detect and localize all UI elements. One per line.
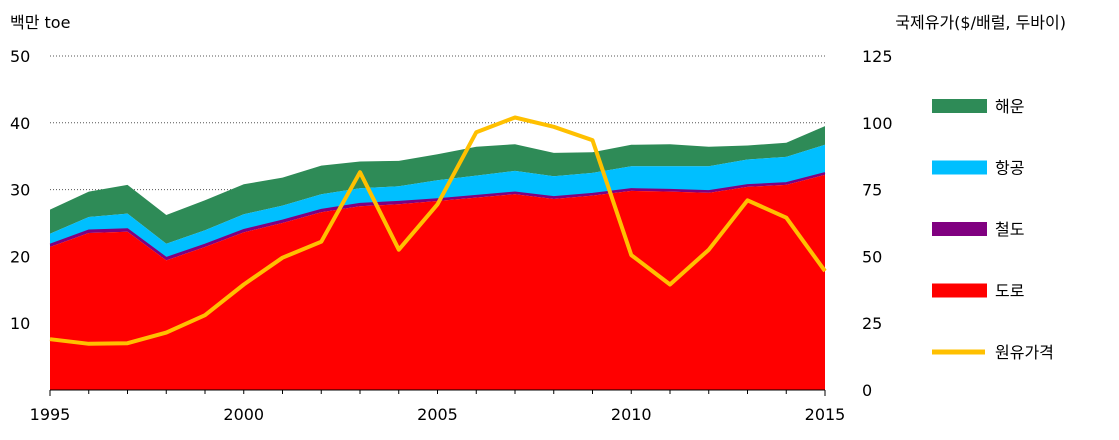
y-tick-label: 20	[10, 247, 30, 266]
legend-swatch-rail	[932, 222, 987, 236]
y2-tick-label: 75	[862, 181, 882, 200]
area-road	[50, 174, 825, 390]
legend-label-road: 도로	[995, 282, 1024, 301]
y-tick-label: 40	[10, 114, 30, 133]
series-line-oil	[49, 115, 827, 346]
y-tick-label: 30	[10, 181, 30, 200]
y2-tick-label: 0	[862, 381, 872, 400]
legend-swatch-air	[932, 160, 987, 175]
y-tick-label: 10	[10, 314, 30, 333]
legend-swatch-road	[932, 283, 987, 298]
y2-tick-label: 100	[862, 114, 893, 133]
x-tick-label: 2010	[611, 405, 652, 424]
x-tick-label: 2000	[223, 405, 264, 424]
legend-label-sea: 해운	[995, 97, 1024, 116]
x-tick-label: 2015	[805, 405, 846, 424]
left-axis-title: 백만 toe	[10, 13, 70, 32]
y-tick-label: 50	[10, 47, 30, 66]
y2-tick-label: 25	[862, 314, 882, 333]
x-tick-label: 2005	[417, 405, 458, 424]
axes: 1995 2000 2005 2010 2015 10 20 30 40 50 0 25 50 75 100…	[10, 47, 893, 424]
area-sea	[50, 126, 825, 244]
right-axis-title: 국제유가($/배럴, 두바이)	[895, 13, 1066, 32]
stacked-areas	[49, 126, 826, 390]
price-line	[49, 115, 827, 346]
x-tick-label: 1995	[30, 405, 71, 424]
legend-swatch-sea	[932, 99, 987, 113]
legend-label-oil: 원유가격	[995, 343, 1054, 362]
y2-tick-label: 125	[862, 47, 893, 66]
rail-edge	[49, 172, 826, 259]
y2-tick-label: 50	[862, 247, 882, 266]
legend-label-air: 항공	[995, 159, 1024, 178]
legend-label-rail: 철도	[995, 220, 1024, 239]
